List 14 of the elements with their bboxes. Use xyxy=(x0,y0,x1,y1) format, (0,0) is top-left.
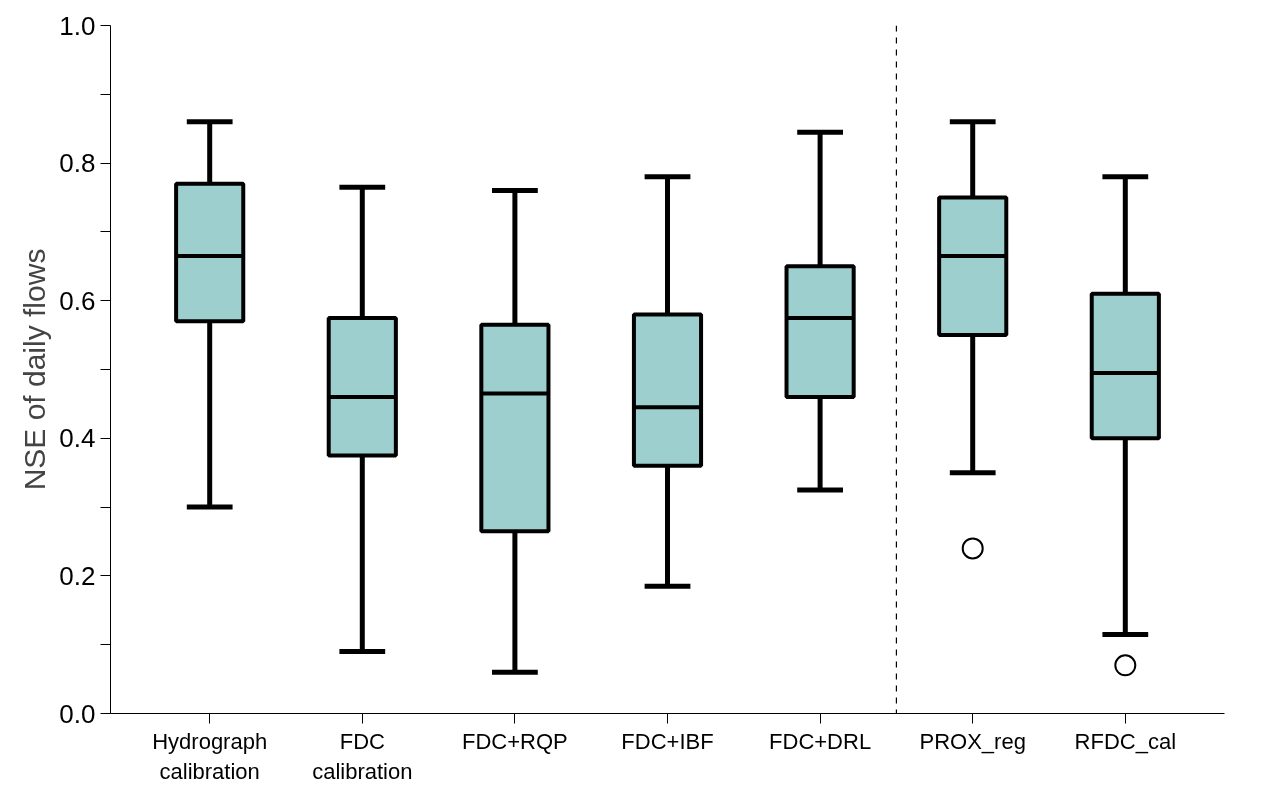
y-tick-label: 0.2 xyxy=(59,560,96,591)
x-tick-label: FDC calibration xyxy=(312,728,413,784)
x-tick-label: FDC+DRL xyxy=(769,728,872,754)
x-tick-label: PROX_reg xyxy=(919,728,1026,754)
y-tick-label: 0.6 xyxy=(59,285,96,316)
y-tick-label: 0.8 xyxy=(59,148,96,179)
y-tick-label: 0.0 xyxy=(59,698,96,729)
x-tick-label: RFDC_cal xyxy=(1074,728,1177,754)
x-tick-label: FDC+RQP xyxy=(462,728,568,754)
x-tick-label: FDC+IBF xyxy=(621,728,714,754)
y-axis-title: NSE of daily flows xyxy=(18,248,52,491)
y-tick-label: 1.0 xyxy=(59,10,96,41)
y-tick-label: 0.4 xyxy=(59,423,96,454)
x-tick-label: Hydrograph calibration xyxy=(152,728,268,784)
